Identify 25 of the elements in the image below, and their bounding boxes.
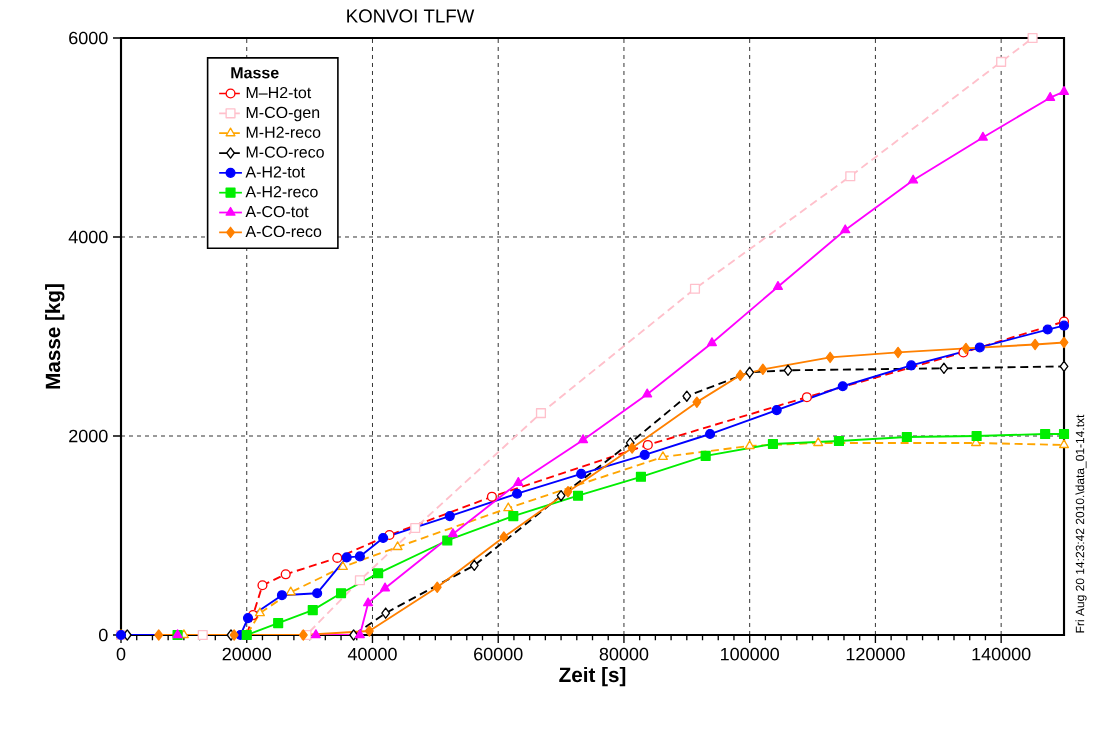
chart-title: KONVOI TLFW <box>347 9 475 23</box>
y-tick-label: 6000 <box>69 31 108 45</box>
x-tick-label: 120000 <box>846 647 905 661</box>
legend-label: A-H2-reco <box>245 186 318 198</box>
text: Fri Aug 20 14:23:42 2010.\data_01-14.txt <box>1075 414 1087 633</box>
y-axis-title: Masse [kg] <box>45 284 65 389</box>
x-tick-label: 40000 <box>347 647 397 661</box>
legend-title: Masse <box>231 67 279 79</box>
legend-label: A-CO-tot <box>245 205 309 218</box>
x-tick-label: 140000 <box>972 647 1031 661</box>
x-tick-label: 20000 <box>222 647 272 661</box>
y-tick-label: 0 <box>99 628 108 642</box>
y-tick-label: 2000 <box>69 429 108 443</box>
x-tick-label: 0 <box>116 647 126 661</box>
y-tick-label: 4000 <box>68 230 108 244</box>
legend-label: M-CO-gen <box>246 106 320 122</box>
legend-label: M–H2-tot <box>246 86 312 99</box>
legend-label: A-CO-reco <box>245 225 322 238</box>
x-tick-label: 60000 <box>474 647 523 661</box>
x-axis-title: Zeit [s] <box>559 666 626 687</box>
legend-label: M-H2-reco <box>246 126 321 138</box>
legend-label: A-H2-tot <box>245 166 305 178</box>
x-tick-label: 80000 <box>599 647 649 661</box>
x-tick-label: 100000 <box>721 647 779 661</box>
legend-label: M-CO-reco <box>246 146 324 158</box>
